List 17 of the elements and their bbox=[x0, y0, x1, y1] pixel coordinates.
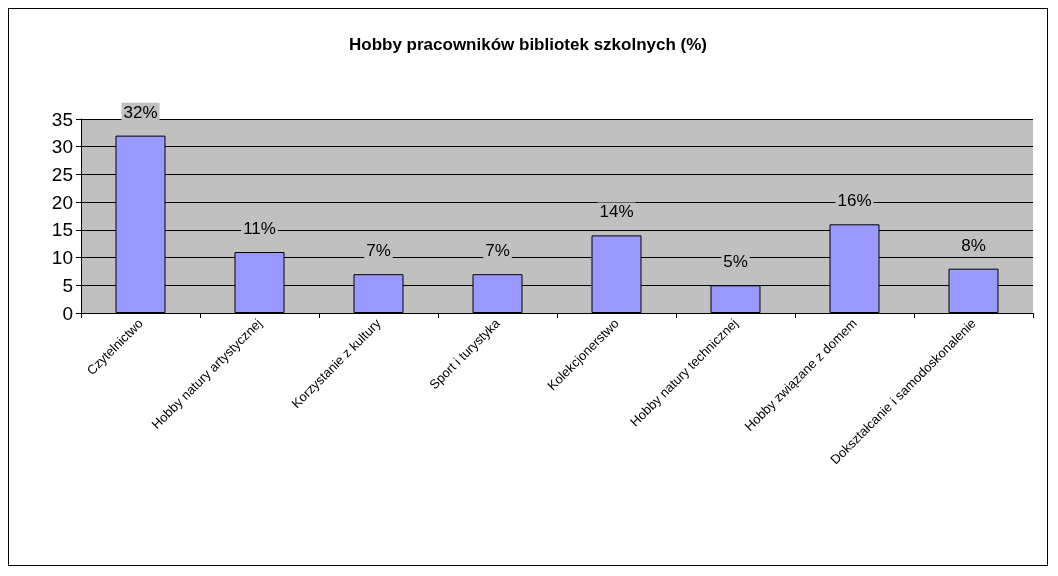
y-tick-label: 25 bbox=[51, 163, 73, 185]
y-tick-label: 10 bbox=[51, 247, 73, 269]
data-label: 7% bbox=[366, 241, 391, 261]
data-label: 14% bbox=[599, 202, 634, 222]
data-label: 7% bbox=[485, 241, 510, 261]
data-label: 16% bbox=[837, 191, 872, 211]
data-label: 32% bbox=[123, 102, 158, 122]
y-tick-label: 20 bbox=[51, 191, 73, 213]
data-label: 11% bbox=[243, 219, 276, 239]
chart-title: Hobby pracowników bibliotek szkolnych (%) bbox=[349, 35, 707, 54]
y-tick-label: 15 bbox=[51, 219, 73, 241]
y-tick-label: 35 bbox=[51, 108, 73, 130]
data-label: 5% bbox=[723, 252, 748, 272]
y-tick-label: 5 bbox=[62, 274, 73, 296]
y-tick-label: 0 bbox=[62, 302, 73, 324]
y-tick-label: 30 bbox=[51, 136, 73, 158]
data-label: 8% bbox=[961, 235, 986, 255]
